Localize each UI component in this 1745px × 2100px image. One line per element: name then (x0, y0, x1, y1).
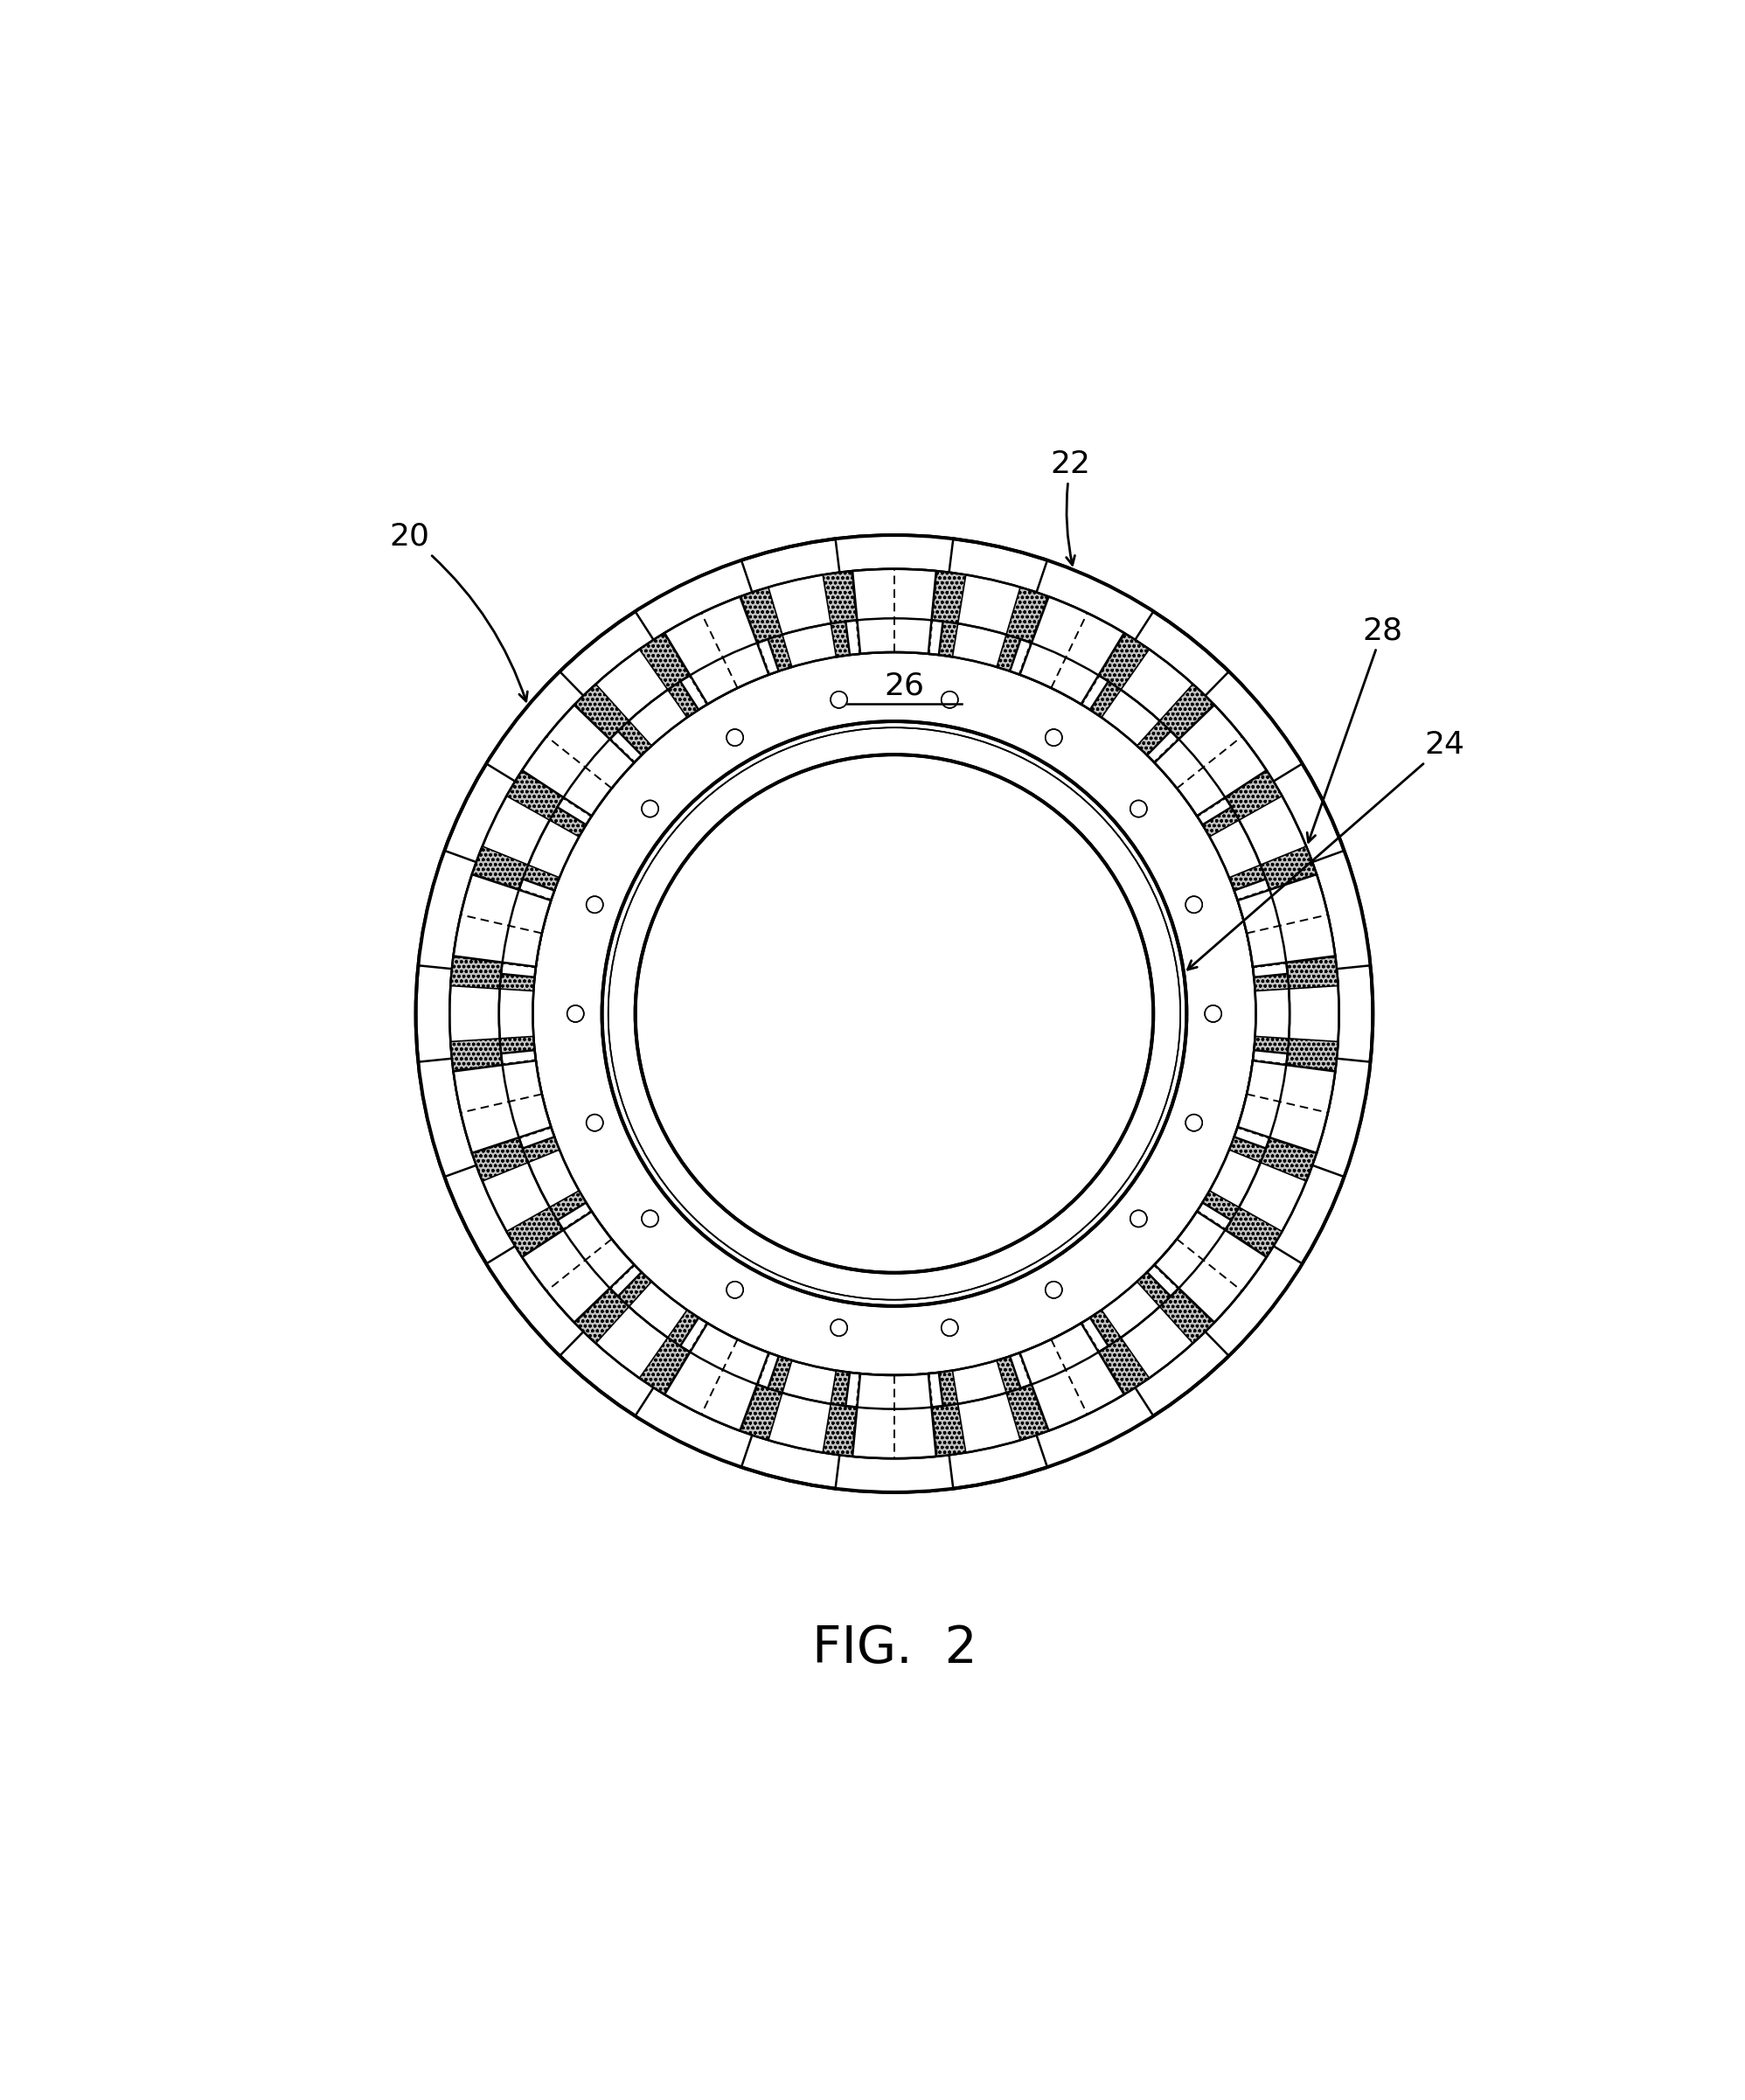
Circle shape (831, 1319, 848, 1336)
Polygon shape (1010, 638, 1108, 710)
Polygon shape (928, 1371, 965, 1457)
Circle shape (642, 1210, 658, 1226)
Circle shape (567, 1006, 585, 1023)
Polygon shape (1155, 1212, 1267, 1323)
Polygon shape (853, 1373, 935, 1457)
Polygon shape (824, 571, 860, 657)
Circle shape (1185, 897, 1202, 914)
Polygon shape (1082, 632, 1150, 718)
Polygon shape (639, 632, 707, 718)
Polygon shape (419, 851, 476, 968)
Polygon shape (1312, 851, 1370, 968)
Polygon shape (522, 1212, 633, 1323)
Polygon shape (1206, 672, 1302, 781)
Circle shape (586, 1115, 604, 1132)
Polygon shape (836, 1455, 953, 1493)
Polygon shape (1234, 1050, 1288, 1149)
Polygon shape (928, 571, 965, 657)
Polygon shape (1082, 1310, 1150, 1394)
Polygon shape (853, 569, 935, 653)
Text: 24: 24 (1188, 731, 1466, 970)
Circle shape (1045, 729, 1063, 746)
Text: 26: 26 (885, 672, 925, 701)
Polygon shape (1312, 1058, 1370, 1176)
Polygon shape (419, 1058, 476, 1176)
Polygon shape (1037, 1388, 1153, 1468)
Circle shape (642, 800, 658, 817)
Polygon shape (1228, 846, 1317, 901)
Polygon shape (846, 1373, 942, 1409)
Polygon shape (522, 706, 633, 817)
Polygon shape (506, 771, 592, 836)
Polygon shape (740, 588, 792, 674)
Polygon shape (996, 588, 1049, 674)
Polygon shape (1010, 1317, 1108, 1388)
Circle shape (1045, 1281, 1063, 1298)
Polygon shape (450, 956, 536, 991)
Polygon shape (1146, 731, 1232, 825)
Polygon shape (665, 1323, 770, 1430)
Polygon shape (681, 638, 778, 710)
Polygon shape (1237, 1060, 1335, 1153)
Polygon shape (1228, 1128, 1317, 1180)
Circle shape (941, 691, 958, 708)
Circle shape (726, 1281, 743, 1298)
Polygon shape (639, 1310, 707, 1394)
Polygon shape (450, 1037, 536, 1071)
Polygon shape (1197, 1191, 1283, 1258)
Polygon shape (454, 1060, 551, 1153)
Polygon shape (487, 1245, 583, 1357)
Text: 22: 22 (1050, 449, 1091, 565)
Polygon shape (1197, 771, 1283, 836)
Polygon shape (1206, 1245, 1302, 1357)
Polygon shape (454, 874, 551, 966)
Polygon shape (1138, 685, 1215, 762)
Polygon shape (1155, 706, 1267, 817)
Polygon shape (487, 672, 583, 781)
Polygon shape (1019, 596, 1124, 704)
Polygon shape (665, 596, 770, 704)
Polygon shape (846, 617, 942, 655)
Polygon shape (1237, 874, 1335, 966)
Circle shape (1185, 1115, 1202, 1132)
Circle shape (941, 1319, 958, 1336)
Polygon shape (557, 731, 642, 825)
Text: 28: 28 (1307, 615, 1403, 842)
Circle shape (726, 729, 743, 746)
Polygon shape (501, 880, 555, 977)
Polygon shape (996, 1352, 1049, 1441)
Polygon shape (471, 1128, 560, 1180)
Polygon shape (681, 1317, 778, 1388)
Polygon shape (1146, 1203, 1232, 1296)
Circle shape (1204, 1006, 1221, 1023)
Polygon shape (501, 1050, 555, 1149)
Polygon shape (836, 536, 953, 573)
Text: 20: 20 (389, 523, 527, 701)
Polygon shape (635, 561, 752, 640)
Circle shape (831, 691, 848, 708)
Circle shape (1131, 1210, 1146, 1226)
Polygon shape (1037, 561, 1153, 640)
Polygon shape (471, 846, 560, 901)
Polygon shape (574, 1264, 651, 1344)
Polygon shape (1253, 1037, 1338, 1071)
Polygon shape (1019, 1323, 1124, 1430)
Polygon shape (1234, 880, 1288, 977)
Polygon shape (574, 685, 651, 762)
Circle shape (586, 897, 604, 914)
Polygon shape (1253, 956, 1338, 991)
Polygon shape (506, 1191, 592, 1258)
Text: FIG.  2: FIG. 2 (811, 1623, 977, 1674)
Polygon shape (1138, 1264, 1215, 1344)
Circle shape (1131, 800, 1146, 817)
Polygon shape (824, 1371, 860, 1457)
Polygon shape (740, 1352, 792, 1441)
Polygon shape (635, 1388, 752, 1468)
Polygon shape (557, 1203, 642, 1296)
